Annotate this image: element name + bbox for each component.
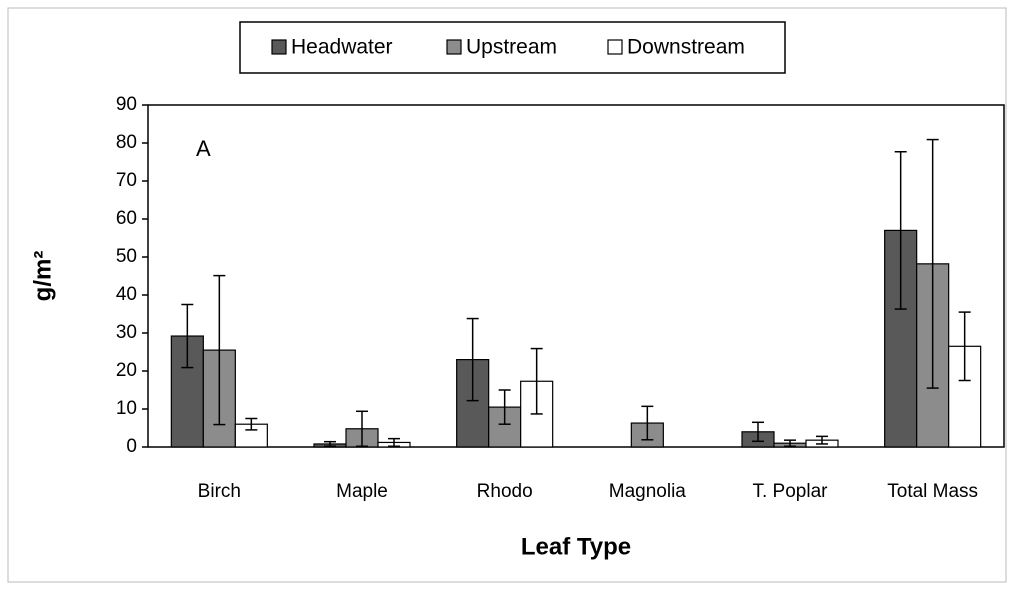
error-bar — [958, 311, 971, 382]
error-bar — [388, 437, 400, 447]
legend-box — [239, 21, 786, 74]
error-bar — [894, 150, 907, 310]
x-axis-title: Leaf Type — [521, 533, 631, 560]
legend-swatch — [446, 39, 462, 55]
error-bar — [213, 274, 226, 426]
x-tick-label: Rhodo — [477, 481, 533, 502]
plot-area — [147, 104, 1005, 448]
error-bar — [752, 421, 764, 443]
error-bar — [784, 439, 796, 447]
error-bar — [245, 417, 258, 431]
y-tick-label: 90 — [116, 94, 137, 115]
y-tick-label: 50 — [116, 246, 137, 267]
error-bar — [356, 410, 368, 447]
legend-label: Headwater — [291, 36, 393, 59]
error-bar — [181, 303, 194, 369]
error-bar — [498, 389, 511, 425]
chart-frame — [7, 7, 1007, 583]
y-tick-label: 30 — [116, 322, 137, 343]
legend-label: Downstream — [627, 36, 745, 59]
y-axis-title: g/m² — [29, 251, 56, 302]
y-tick-label: 0 — [126, 436, 137, 457]
legend-swatch — [271, 39, 287, 55]
y-tick-label: 10 — [116, 398, 137, 419]
error-bar — [530, 347, 543, 415]
x-tick-label: Total Mass — [887, 481, 978, 502]
x-tick-label: Magnolia — [609, 481, 687, 502]
error-bar — [926, 138, 939, 389]
y-tick-label: 60 — [116, 208, 137, 229]
legend-label: Upstream — [466, 36, 557, 59]
x-tick-label: Maple — [336, 481, 388, 502]
annotation: A — [196, 136, 211, 161]
error-bar — [324, 440, 336, 447]
error-bar — [816, 435, 828, 445]
y-tick-label: 20 — [116, 360, 137, 381]
x-tick-label: Birch — [198, 481, 241, 502]
y-tick-label: 70 — [116, 170, 137, 191]
x-tick-label: T. Poplar — [753, 481, 829, 502]
y-tick-label: 40 — [116, 284, 137, 305]
error-bar — [641, 405, 654, 441]
y-tick-label: 80 — [116, 132, 137, 153]
error-bar — [466, 317, 479, 402]
legend-swatch — [607, 39, 623, 55]
